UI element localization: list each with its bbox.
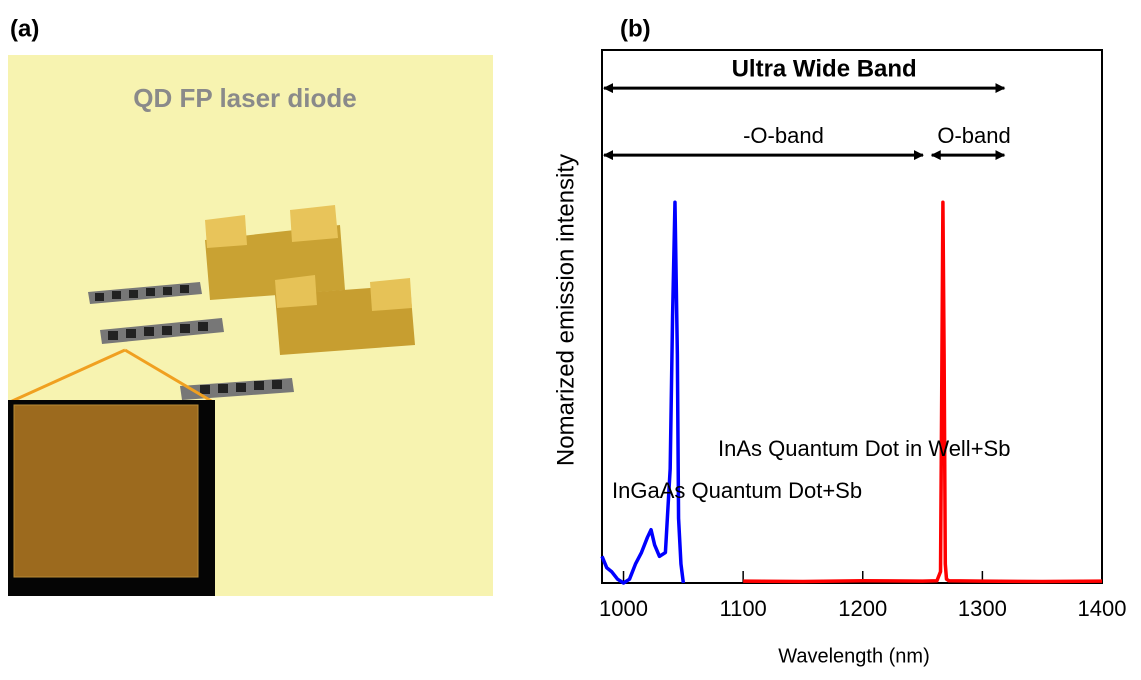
x-tick-label: 1200 [838, 596, 887, 621]
contact [162, 326, 172, 335]
x-tick-label: 1300 [958, 596, 1007, 621]
contact [108, 331, 118, 340]
series-label: InGaAs Quantum Dot+Sb [612, 478, 862, 503]
contact [200, 385, 210, 394]
panel-label: (b) [620, 15, 651, 42]
contact [126, 329, 136, 338]
inset-connector [124, 348, 214, 404]
contact [112, 291, 121, 299]
photo [8, 55, 493, 596]
contact [180, 285, 189, 293]
x-tick-label: 1000 [599, 596, 648, 621]
afm-image [14, 405, 198, 577]
contact [272, 380, 282, 389]
contact [144, 327, 154, 336]
contact [180, 324, 190, 333]
contact [198, 322, 208, 331]
y-axis-label: Nomarized emission intensity [552, 154, 579, 466]
bar-contacts [95, 285, 282, 394]
annotation-label: -O-band [743, 123, 824, 148]
contact [254, 381, 264, 390]
contact [146, 288, 155, 296]
carrier-pad [275, 275, 317, 308]
inset-connector [9, 348, 126, 404]
series-label: InAs Quantum Dot in Well+Sb [718, 436, 1010, 461]
carrier-pad [205, 215, 247, 248]
contact [95, 293, 104, 301]
carrier-pad [370, 278, 412, 311]
photo-caption: QD FP laser diode [133, 83, 356, 113]
contact [236, 383, 246, 392]
contact [129, 290, 138, 298]
x-tick-label: 1100 [719, 596, 766, 621]
series-line [743, 200, 1103, 584]
contact [218, 384, 228, 393]
plot-frame [601, 49, 1103, 584]
x-tick-label: 1400 [1078, 596, 1127, 621]
x-axis-label: Wavelength (nm) [778, 645, 930, 667]
afm-border [13, 404, 199, 578]
contact [163, 287, 172, 295]
series-line [600, 200, 686, 585]
carrier-pad [290, 205, 338, 242]
laser-bars [88, 282, 294, 400]
annotation-label: O-band [937, 123, 1010, 148]
panel-label: (a) [10, 15, 39, 42]
annotation-label: Ultra Wide Band [732, 55, 917, 82]
